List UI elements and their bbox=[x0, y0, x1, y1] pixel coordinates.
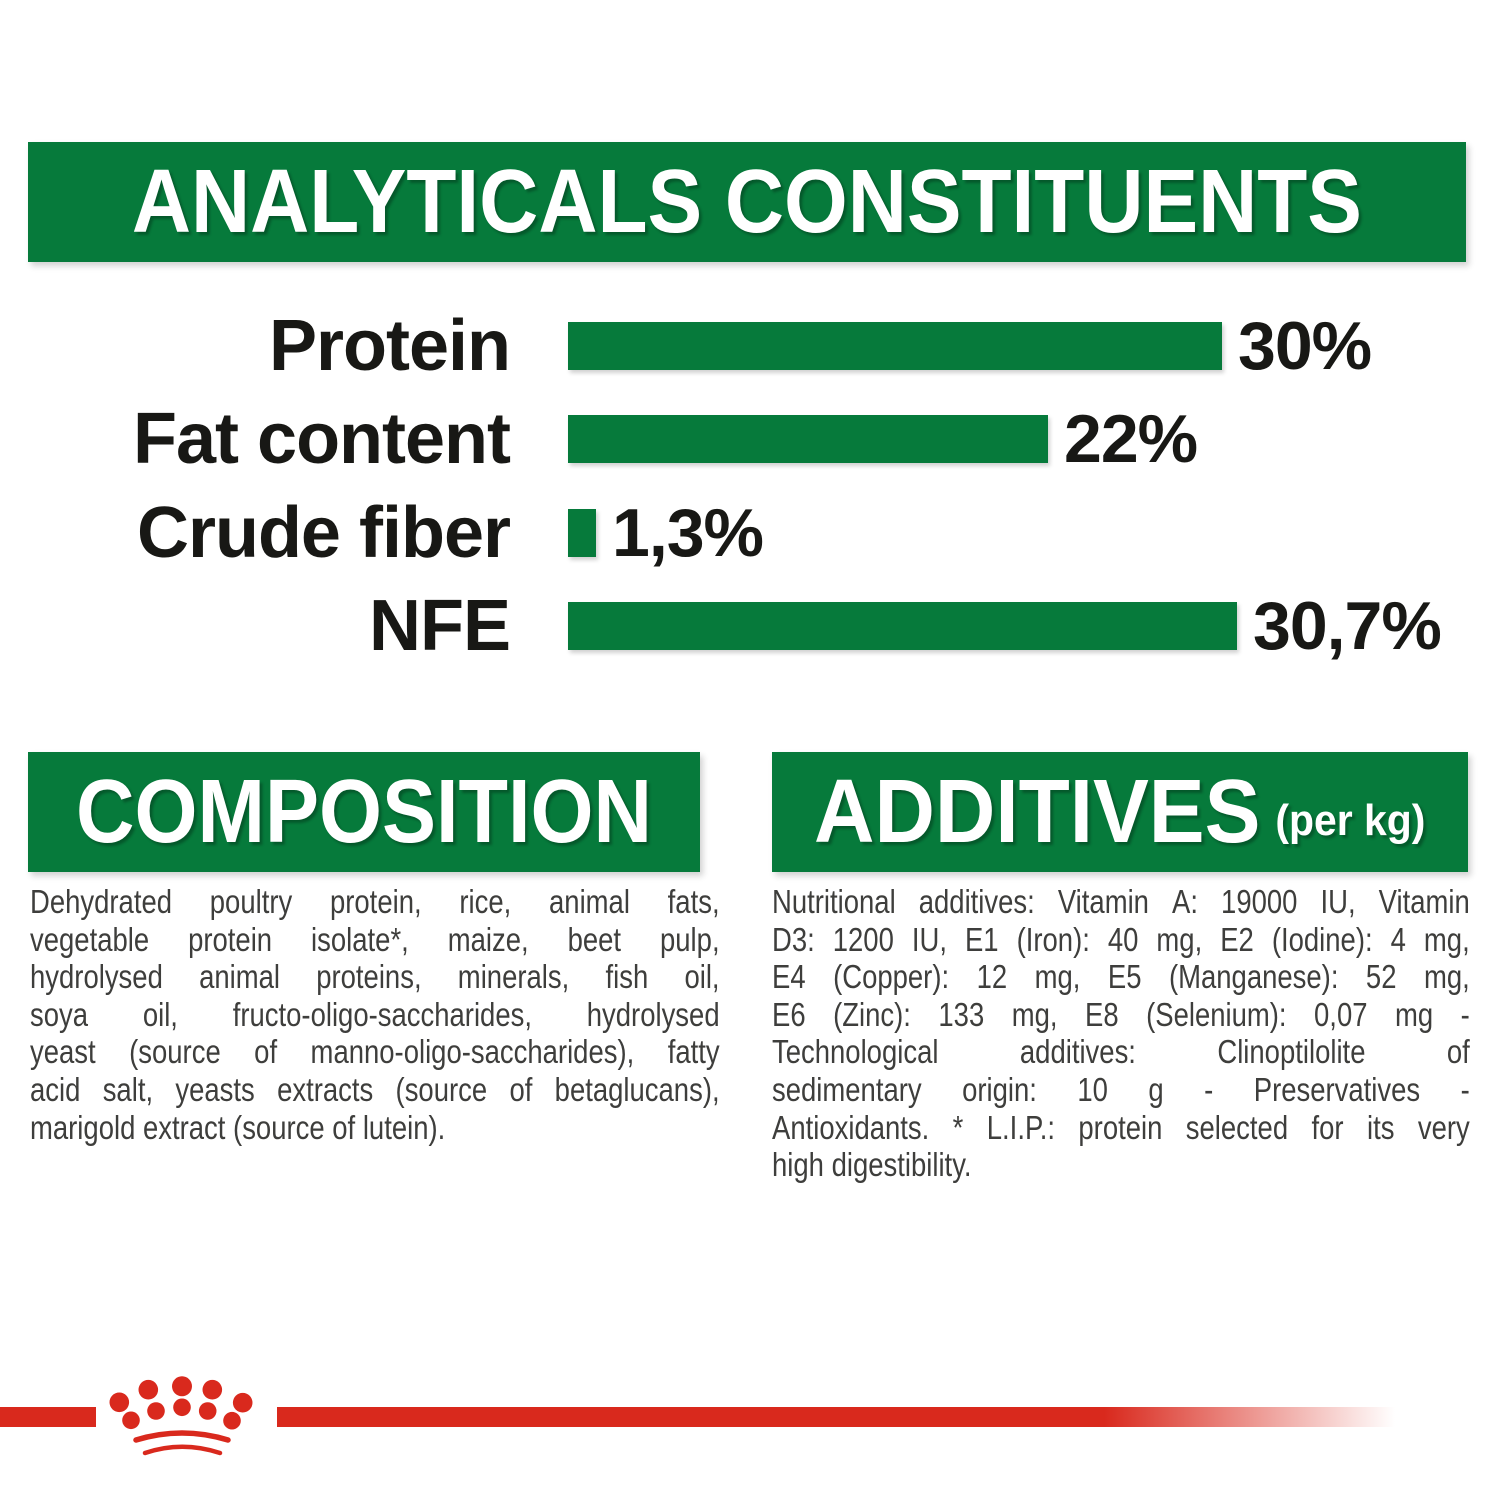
red-divider-right bbox=[277, 1407, 1395, 1427]
text-line: D3: 1200 IU, E1 (Iron): 40 mg, E2 (Iodine): 4 mg, bbox=[772, 921, 1470, 959]
additives-title: ADDITIVES bbox=[814, 762, 1261, 862]
chart-row: Fat content 22% bbox=[30, 403, 1198, 475]
text-line: marigold extract (source of lutein). bbox=[30, 1109, 446, 1147]
chart-row: Protein 30% bbox=[30, 310, 1372, 382]
text-line: yeast (source of manno-oligo-saccharides), f… bbox=[30, 1034, 720, 1072]
bar bbox=[568, 602, 1237, 650]
bar bbox=[568, 322, 1222, 370]
text-line: vegetable protein isolate*, maize, beet pulp, bbox=[30, 921, 720, 959]
bar bbox=[568, 415, 1048, 463]
text-line: sedimentary origin: 10 g - Preservatives - bbox=[772, 1071, 1470, 1109]
bar-value: 30,7% bbox=[1253, 588, 1442, 664]
red-divider-left bbox=[0, 1407, 96, 1427]
bar-value: 1,3% bbox=[612, 495, 764, 571]
text-line: Antioxidants. * L.I.P.: protein selected for i… bbox=[772, 1109, 1470, 1147]
text-line: acid salt, yeasts extracts (source of betagluc… bbox=[30, 1071, 720, 1109]
bar-category-label: Crude fiber bbox=[136, 493, 511, 573]
additives-header-bar: ADDITIVES (per kg) bbox=[772, 752, 1468, 872]
bar bbox=[568, 509, 596, 557]
bar-category-label: Protein bbox=[268, 306, 511, 386]
additives-title-group: ADDITIVES (per kg) bbox=[814, 752, 1425, 888]
royal-canin-crown-icon bbox=[109, 1376, 253, 1456]
analyticals-header-bar: ANALYTICALS CONSTITUENTS bbox=[28, 142, 1466, 262]
composition-header-bar: COMPOSITION bbox=[28, 752, 700, 872]
text-line: Technological additives: Clinoptilolite of bbox=[772, 1034, 1470, 1072]
text-line: high digestibility. bbox=[772, 1147, 972, 1185]
bar-value: 30% bbox=[1238, 308, 1372, 384]
text-line: hydrolysed animal proteins, minerals, fish oi… bbox=[30, 959, 720, 997]
bar-category-label: NFE bbox=[369, 586, 511, 666]
composition-text: Dehydrated poultry protein, rice, animal fats… bbox=[30, 884, 720, 1147]
text-line: E4 (Copper): 12 mg, E5 (Manganese): 52 mg, bbox=[772, 959, 1470, 997]
text-line: E6 (Zinc): 133 mg, E8 (Selenium): 0,07 mg - bbox=[772, 996, 1470, 1034]
text-line: Nutritional additives: Vitamin A: 19000 IU, Vi… bbox=[772, 884, 1470, 921]
analyticals-title: ANALYTICALS CONSTITUENTS bbox=[131, 152, 1363, 252]
text-line: soya oil, fructo-oligo-saccharides, hydroly… bbox=[30, 996, 720, 1034]
additives-text: Nutritional additives: Vitamin A: 19000 IU, Vi… bbox=[772, 884, 1470, 1185]
chart-row: NFE 30,7% bbox=[30, 590, 1442, 662]
chart-row: Crude fiber 1,3% bbox=[30, 497, 764, 569]
bar-value: 22% bbox=[1064, 401, 1198, 477]
bar-category-label: Fat content bbox=[133, 399, 511, 479]
additives-per-kg-label: (per kg) bbox=[1275, 796, 1426, 845]
composition-title: COMPOSITION bbox=[75, 762, 653, 862]
text-line: Dehydrated poultry protein, rice, animal fats… bbox=[30, 884, 720, 921]
